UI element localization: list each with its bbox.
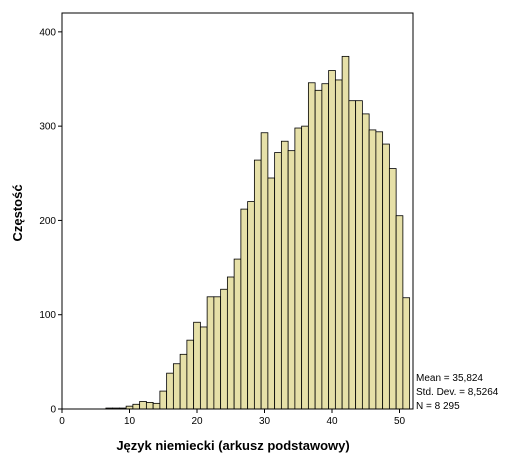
x-tick-label: 40 [326,416,338,427]
histogram-bar [375,131,384,410]
histogram-bar [348,100,357,410]
histogram-bar [206,296,215,410]
histogram-bar [334,79,343,410]
histogram-bar [199,326,208,410]
x-tick-label: 10 [124,416,136,427]
x-tick-label: 30 [259,416,271,427]
x-tick-label: 50 [394,416,406,427]
histogram-bar [328,70,336,410]
stat-std: Std. Dev. = 8,5264 [416,387,499,398]
y-tick-label: 100 [39,310,56,321]
histogram-bar [321,83,330,410]
y-tick-label: 200 [39,216,56,227]
histogram-bar [233,258,242,410]
histogram-bar [132,403,141,410]
histogram-bar [307,82,316,410]
stats-box: Mean = 35,824 Std. Dev. = 8,5264 N = 8 2… [416,373,499,412]
histogram-bar [395,215,404,410]
histogram-bar [280,140,289,410]
x-tick-label: 20 [191,416,203,427]
histogram-bar [172,363,181,410]
histogram-bar [145,401,154,410]
histogram-bar [267,177,276,410]
histogram-bar [139,401,147,410]
histogram-bar [301,125,309,410]
histogram-bar [355,100,363,410]
histogram-bar [152,402,161,410]
histogram-bar [220,288,228,410]
histogram-bar [287,150,296,410]
histogram-bar [341,55,350,410]
y-tick-label: 400 [39,27,56,38]
histogram-bar [186,339,195,410]
histogram-bar [274,152,282,410]
y-axis-title: Częstość [10,184,25,241]
histogram-bars [105,55,411,410]
stat-n: N = 8 295 [416,401,460,412]
histogram-bar [382,143,390,410]
histogram-bar [226,276,235,410]
histogram-bar [388,168,397,410]
histogram-bar [253,159,262,410]
axes [61,13,413,410]
histogram-bar [240,208,249,410]
histogram-bar [260,132,269,410]
histogram-bar [247,201,255,410]
y-tick-label: 300 [39,122,56,133]
y-tick-label: 0 [50,405,56,416]
histogram-bar [159,390,168,410]
histogram-bar [402,297,411,410]
histogram-bar [294,127,303,410]
histogram-bar [361,113,370,410]
histogram-bar [166,372,174,410]
histogram-bar [213,296,222,410]
x-axis-title: Język niemiecki (arkusz podstawowy) [116,438,349,453]
histogram-bar [314,89,323,410]
ticks: 0 10 20 30 40 50 0 100 200 300 400 [39,27,405,427]
histogram-bar [368,129,377,410]
histogram-bar [193,321,201,410]
stat-mean: Mean = 35,824 [416,373,483,384]
histogram-bar [179,353,188,410]
x-tick-label: 0 [59,416,65,427]
